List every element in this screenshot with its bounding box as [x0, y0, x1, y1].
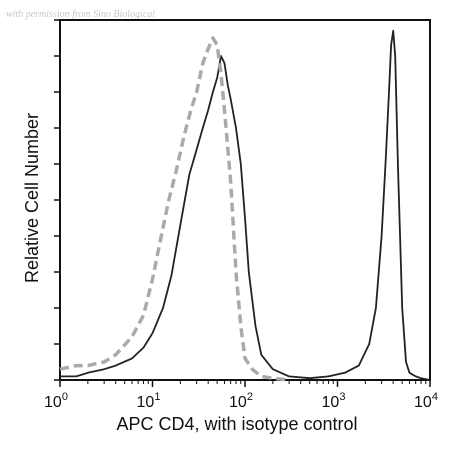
- x-axis: 100 101 102 103 104: [44, 380, 438, 411]
- plot-frame: [59, 19, 431, 381]
- x-tick-label: 100: [44, 391, 68, 411]
- watermark: with permission from Sino Biological: [6, 9, 155, 20]
- y-axis: [54, 19, 60, 381]
- series-layer: [59, 29, 431, 382]
- y-axis-title: Relative Cell Number: [22, 113, 42, 283]
- x-axis-title: APC CD4, with isotype control: [116, 414, 357, 434]
- plot-border: [59, 19, 431, 381]
- x-tick-label: 102: [229, 391, 253, 411]
- series-line-isotype: [59, 36, 290, 382]
- x-tick-label: 103: [322, 391, 346, 411]
- series-line-sample: [60, 29, 431, 381]
- x-tick-label: 104: [414, 391, 438, 411]
- x-tick-label: 101: [137, 391, 161, 411]
